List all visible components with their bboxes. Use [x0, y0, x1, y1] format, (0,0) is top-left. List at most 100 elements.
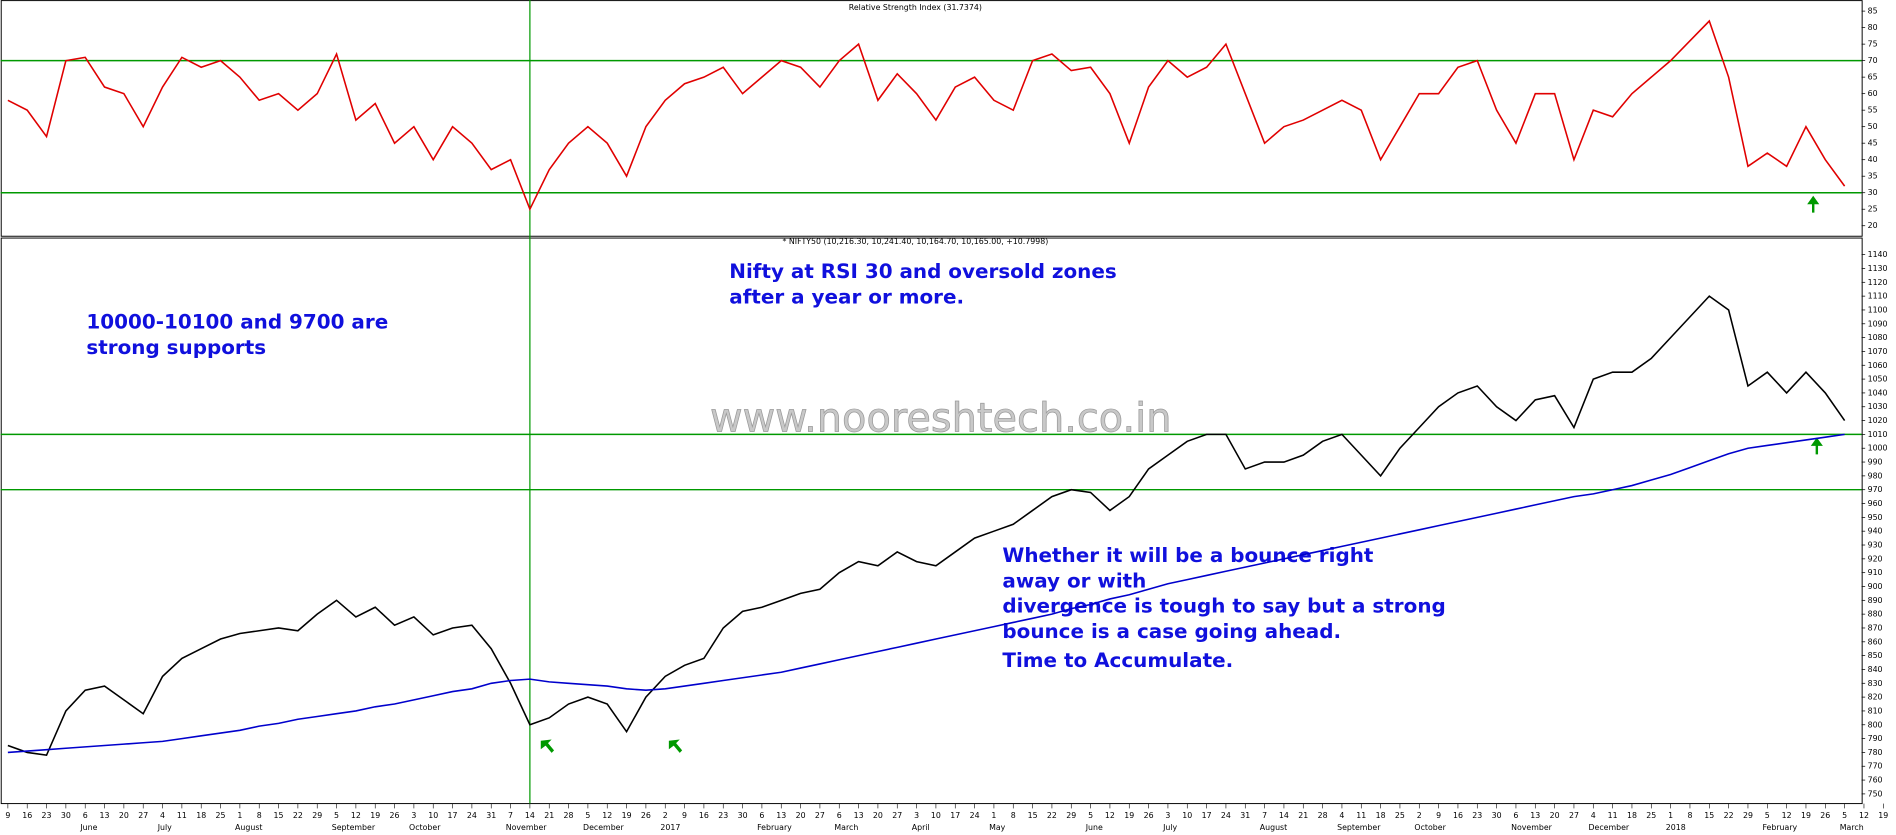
- y-tick-label: 60: [1868, 89, 1878, 98]
- x-tick-label: 28: [564, 811, 574, 820]
- y-tick-label: 75: [1868, 40, 1878, 49]
- x-tick-label: 10: [931, 811, 941, 820]
- y-tick-label: 70: [1868, 56, 1878, 65]
- price-title: * NIFTY50 (10,216.30, 10,241.40, 10,164.…: [782, 237, 1048, 246]
- x-tick-label: 4: [1339, 811, 1344, 820]
- x-tick-label: 13: [100, 811, 110, 820]
- x-tick-label: 19: [370, 811, 380, 820]
- x-tick-label: 23: [718, 811, 728, 820]
- x-tick-label: 3: [1165, 811, 1170, 820]
- x-tick-label: 13: [854, 811, 864, 820]
- x-tick-label: 25: [1395, 811, 1405, 820]
- up-left-arrow: [668, 739, 683, 753]
- x-tick-label: 9: [682, 811, 687, 820]
- month-label: March: [1840, 823, 1864, 832]
- x-tick-label: 7: [1262, 811, 1267, 820]
- y-tick-label: 770: [1868, 762, 1883, 771]
- x-tick-label: 14: [1279, 811, 1289, 820]
- x-tick-label: 14: [525, 811, 535, 820]
- y-tick-label: 1010: [1868, 430, 1888, 439]
- x-tick-label: 8: [257, 811, 262, 820]
- x-tick-label: 5: [585, 811, 590, 820]
- x-tick-label: 10: [428, 811, 438, 820]
- x-tick-label: 8: [1011, 811, 1016, 820]
- y-tick-label: 65: [1868, 73, 1878, 82]
- x-tick-label: 2: [663, 811, 668, 820]
- month-label: November: [1511, 823, 1553, 832]
- rsi-title: Relative Strength Index (31.7374): [849, 3, 982, 12]
- x-tick-label: 18: [1627, 811, 1637, 820]
- y-tick-label: 980: [1868, 471, 1883, 480]
- x-tick-label: 22: [293, 811, 303, 820]
- x-tick-label: 1: [991, 811, 996, 820]
- x-tick-label: 27: [1569, 811, 1579, 820]
- up-arrow: [1810, 437, 1823, 455]
- x-tick-label: 15: [1028, 811, 1038, 820]
- x-tick-label: 28: [1318, 811, 1328, 820]
- x-tick-label: 12: [1859, 811, 1869, 820]
- y-tick-label: 45: [1868, 139, 1878, 148]
- month-label: August: [1260, 823, 1287, 832]
- x-tick-label: 30: [61, 811, 71, 820]
- x-tick-label: 13: [776, 811, 786, 820]
- up-left-arrow: [540, 739, 555, 753]
- month-label: September: [1337, 823, 1381, 832]
- x-tick-label: 20: [119, 811, 129, 820]
- x-tick-label: 5: [1842, 811, 1847, 820]
- month-label: July: [1162, 823, 1177, 832]
- x-tick-label: 29: [312, 811, 322, 820]
- y-tick-label: 1080: [1868, 333, 1888, 342]
- y-tick-label: 20: [1868, 221, 1878, 230]
- annotation: Time to Accumulate.: [1002, 649, 1233, 672]
- y-tick-label: 960: [1868, 499, 1883, 508]
- y-tick-label: 1100: [1868, 305, 1888, 314]
- y-tick-label: 1050: [1868, 375, 1888, 384]
- x-tick-label: 20: [1550, 811, 1560, 820]
- x-tick-label: 10: [1182, 811, 1192, 820]
- y-tick-label: 30: [1868, 188, 1878, 197]
- x-tick-label: 12: [1105, 811, 1115, 820]
- line-series: [7, 19, 1846, 212]
- x-tick-label: 22: [1047, 811, 1057, 820]
- up-arrow: [1807, 195, 1820, 213]
- y-tick-label: 840: [1868, 665, 1883, 674]
- y-tick-label: 35: [1868, 172, 1878, 181]
- x-tick-label: 1: [1668, 811, 1673, 820]
- y-tick-label: 990: [1868, 458, 1883, 467]
- x-tick-label: 9: [5, 811, 10, 820]
- x-tick-label: 11: [177, 811, 187, 820]
- y-tick-label: 50: [1868, 122, 1878, 131]
- month-label: December: [583, 823, 624, 832]
- y-tick-label: 880: [1868, 610, 1883, 619]
- y-tick-label: 1090: [1868, 319, 1888, 328]
- month-label: October: [1414, 823, 1446, 832]
- x-tick-label: 31: [486, 811, 496, 820]
- x-tick-label: 19: [1878, 811, 1888, 820]
- y-tick-label: 1040: [1868, 388, 1888, 397]
- x-tick-label: 13: [1530, 811, 1540, 820]
- x-tick-label: 6: [837, 811, 842, 820]
- x-tick-label: 18: [1376, 811, 1386, 820]
- x-tick-label: 17: [448, 811, 458, 820]
- annotation: Nifty at RSI 30 and oversold zones: [729, 260, 1116, 283]
- month-label: August: [235, 823, 262, 832]
- x-tick-label: 20: [796, 811, 806, 820]
- x-tick-label: 6: [1513, 811, 1518, 820]
- x-tick-label: 25: [1646, 811, 1656, 820]
- y-tick-label: 80: [1868, 23, 1878, 32]
- y-tick-label: 920: [1868, 554, 1883, 563]
- x-tick-label: 18: [196, 811, 206, 820]
- y-tick-label: 1110: [1868, 292, 1888, 301]
- x-tick-label: 3: [914, 811, 919, 820]
- month-label: November: [506, 823, 548, 832]
- x-tick-label: 27: [138, 811, 148, 820]
- x-tick-label: 21: [1298, 811, 1308, 820]
- month-label: February: [757, 823, 792, 832]
- month-label: April: [912, 823, 930, 832]
- x-tick-label: 24: [1221, 811, 1231, 820]
- y-tick-label: 850: [1868, 651, 1883, 660]
- y-tick-label: 750: [1868, 789, 1883, 798]
- month-label: 2018: [1666, 823, 1686, 832]
- x-tick-label: 29: [1743, 811, 1753, 820]
- y-tick-label: 800: [1868, 720, 1883, 729]
